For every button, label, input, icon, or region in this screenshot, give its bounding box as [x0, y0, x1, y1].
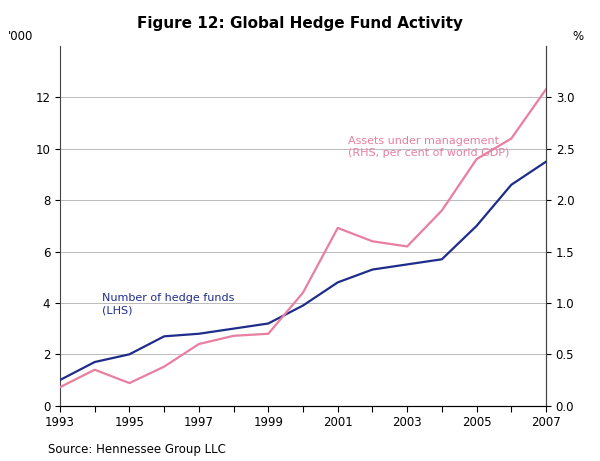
Text: '000: '000	[8, 30, 33, 42]
Text: Number of hedge funds
(LHS): Number of hedge funds (LHS)	[101, 293, 234, 316]
Text: Assets under management
(RHS, per cent of world GDP): Assets under management (RHS, per cent o…	[348, 136, 509, 159]
Text: Source: Hennessee Group LLC: Source: Hennessee Group LLC	[48, 443, 226, 456]
Text: Figure 12: Global Hedge Fund Activity: Figure 12: Global Hedge Fund Activity	[137, 16, 463, 31]
Text: %: %	[573, 30, 584, 42]
